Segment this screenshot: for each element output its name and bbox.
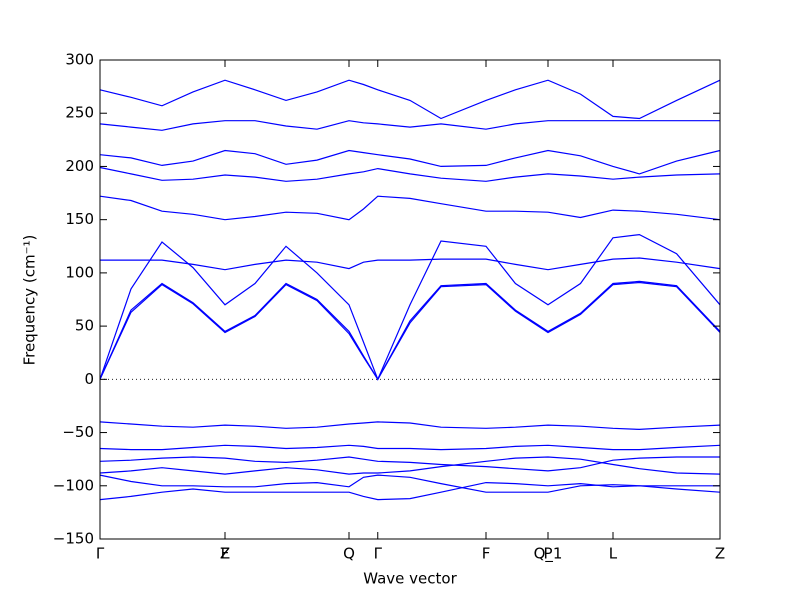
plot-frame [99, 59, 721, 540]
y-tick-label: −100 [53, 476, 94, 494]
x-tick-label: Q_1 [534, 545, 563, 564]
y-tick-label: 150 [65, 210, 94, 228]
x-tick-label: Γ [374, 545, 383, 563]
band-line [99, 79, 721, 120]
y-tick-label: −50 [62, 423, 94, 441]
y-tick-label: 0 [84, 370, 94, 388]
x-tick-label: P [543, 545, 552, 563]
band-line [99, 456, 721, 475]
band-line [99, 149, 721, 175]
x-tick-label: Z [715, 545, 725, 563]
x-axis-label: Wave vector [363, 570, 457, 588]
band-line [99, 166, 721, 182]
x-tick-label: Γ [96, 545, 105, 563]
y-tick-label: 100 [65, 263, 94, 281]
band-line [99, 444, 721, 451]
band-line [99, 481, 721, 501]
band-line [100, 257, 721, 271]
y-tick-label: 50 [75, 317, 94, 335]
band-line [99, 474, 720, 493]
x-tick-label: F [221, 545, 230, 563]
x-tick-label: F [482, 545, 491, 563]
band-line [99, 195, 721, 221]
x-tick-label: Q [343, 545, 355, 563]
y-tick-label: 250 [65, 104, 94, 122]
y-tick-label: 200 [65, 157, 94, 175]
x-tick-label: Z [220, 545, 230, 563]
band-line [99, 120, 720, 131]
x-tick-label: L [609, 545, 618, 563]
y-tick-label: 300 [65, 51, 94, 69]
band-line [99, 281, 721, 381]
band-line [99, 421, 721, 431]
y-tick-label: −150 [53, 530, 94, 548]
y-axis-label: Frequency (cm⁻¹) [21, 235, 39, 366]
